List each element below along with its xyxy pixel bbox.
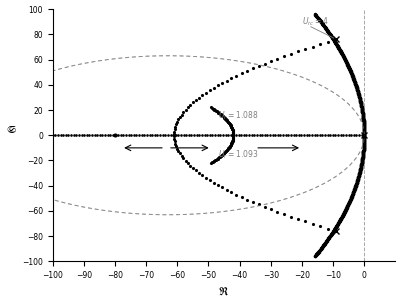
Text: $U_{rc} = 4$: $U_{rc} = 4$	[302, 15, 329, 28]
Text: $U_r = 1.088$: $U_r = 1.088$	[218, 110, 258, 122]
X-axis label: $\mathfrak{R}$: $\mathfrak{R}$	[219, 286, 230, 298]
Y-axis label: $\mathfrak{S}$: $\mathfrak{S}$	[6, 124, 16, 135]
Text: $U_r = 1.093$: $U_r = 1.093$	[218, 149, 259, 161]
